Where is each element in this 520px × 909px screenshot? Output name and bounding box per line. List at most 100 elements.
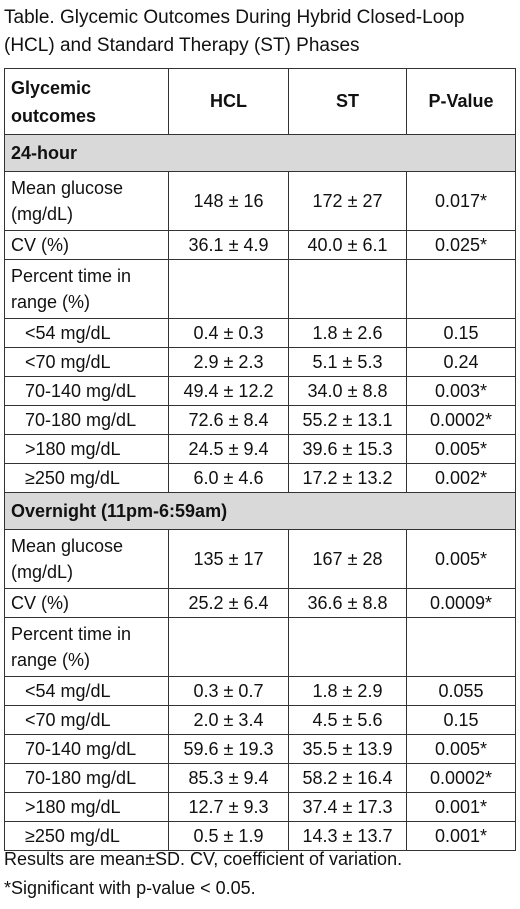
p-value <box>406 259 516 319</box>
p-value: 0.003* <box>406 376 516 406</box>
st-value: 1.8 ± 2.6 <box>288 318 407 348</box>
p-value: 0.005* <box>406 434 516 464</box>
table-row: 70-180 mg/dL 72.6 ± 8.4 55.2 ± 13.1 0.0002* <box>4 405 516 435</box>
p-value: 0.002* <box>406 463 516 493</box>
st-value: 5.1 ± 5.3 <box>288 347 407 377</box>
table-row: 70-140 mg/dL 59.6 ± 19.3 35.5 ± 13.9 0.005* <box>4 734 516 764</box>
section-header-row: Overnight (11pm-6:59am) <box>4 492 516 530</box>
table-row: <54 mg/dL 0.4 ± 0.3 1.8 ± 2.6 0.15 <box>4 318 516 348</box>
hcl-value: 25.2 ± 6.4 <box>168 588 289 618</box>
row-label: >180 mg/dL <box>4 434 169 464</box>
header-hcl: HCL <box>168 68 289 135</box>
p-value: 0.017* <box>406 171 516 231</box>
row-label: <54 mg/dL <box>4 318 169 348</box>
st-value: 4.5 ± 5.6 <box>288 705 407 735</box>
hcl-value: 24.5 ± 9.4 <box>168 434 289 464</box>
table-row: Percent time in range (%) <box>4 259 516 319</box>
table-row: <54 mg/dL 0.3 ± 0.7 1.8 ± 2.9 0.055 <box>4 676 516 706</box>
row-label: ≥250 mg/dL <box>4 821 169 851</box>
hcl-value: 72.6 ± 8.4 <box>168 405 289 435</box>
row-label: Percent time in range (%) <box>4 259 169 319</box>
hcl-value: 85.3 ± 9.4 <box>168 763 289 793</box>
p-value: 0.005* <box>406 734 516 764</box>
table-row: CV (%) 36.1 ± 4.9 40.0 ± 6.1 0.025* <box>4 230 516 260</box>
section-title: Overnight (11pm-6:59am) <box>4 492 516 530</box>
row-label: CV (%) <box>4 230 169 260</box>
hcl-value: 12.7 ± 9.3 <box>168 792 289 822</box>
table-row: Mean glucose (mg/dL) 148 ± 16 172 ± 27 0.01… <box>4 171 516 231</box>
p-value: 0.15 <box>406 705 516 735</box>
hcl-value: 0.4 ± 0.3 <box>168 318 289 348</box>
table-row: ≥250 mg/dL 6.0 ± 4.6 17.2 ± 13.2 0.002* <box>4 463 516 493</box>
row-label: >180 mg/dL <box>4 792 169 822</box>
table-row: <70 mg/dL 2.9 ± 2.3 5.1 ± 5.3 0.24 <box>4 347 516 377</box>
p-value: 0.24 <box>406 347 516 377</box>
p-value: 0.055 <box>406 676 516 706</box>
st-value: 1.8 ± 2.9 <box>288 676 407 706</box>
row-label: Percent time in range (%) <box>4 617 169 677</box>
table-body: 24-hour Mean glucose (mg/dL) 148 ± 16 172 ±… <box>4 134 516 851</box>
table-row: 70-140 mg/dL 49.4 ± 12.2 34.0 ± 8.8 0.003* <box>4 376 516 406</box>
glycemic-outcomes-table: Glycemic outcomes HCL ST P-Value 24-hour… <box>4 68 516 851</box>
row-label: 70-180 mg/dL <box>4 763 169 793</box>
st-value: 40.0 ± 6.1 <box>288 230 407 260</box>
hcl-value: 6.0 ± 4.6 <box>168 463 289 493</box>
row-label: 70-140 mg/dL <box>4 376 169 406</box>
row-label: 70-140 mg/dL <box>4 734 169 764</box>
row-label: <70 mg/dL <box>4 347 169 377</box>
section-title: 24-hour <box>4 134 516 172</box>
table-title: Table. Glycemic Outcomes During Hybrid C… <box>4 7 465 56</box>
p-value: 0.0002* <box>406 763 516 793</box>
p-value <box>406 617 516 677</box>
hcl-value: 49.4 ± 12.2 <box>168 376 289 406</box>
st-value: 167 ± 28 <box>288 529 407 589</box>
st-value: 172 ± 27 <box>288 171 407 231</box>
st-value: 34.0 ± 8.8 <box>288 376 407 406</box>
table-row: >180 mg/dL 12.7 ± 9.3 37.4 ± 17.3 0.001* <box>4 792 516 822</box>
row-label: 70-180 mg/dL <box>4 405 169 435</box>
table-row: CV (%) 25.2 ± 6.4 36.6 ± 8.8 0.0009* <box>4 588 516 618</box>
p-value: 0.025* <box>406 230 516 260</box>
footnotes: Results are mean±SD. CV, coefficient of … <box>4 845 402 903</box>
hcl-value: 0.3 ± 0.7 <box>168 676 289 706</box>
table-row: <70 mg/dL 2.0 ± 3.4 4.5 ± 5.6 0.15 <box>4 705 516 735</box>
st-value: 58.2 ± 16.4 <box>288 763 407 793</box>
table-row: >180 mg/dL 24.5 ± 9.4 39.6 ± 15.3 0.005* <box>4 434 516 464</box>
row-label: Mean glucose (mg/dL) <box>4 171 169 231</box>
st-value: 39.6 ± 15.3 <box>288 434 407 464</box>
hcl-value <box>168 259 289 319</box>
row-label: Mean glucose (mg/dL) <box>4 529 169 589</box>
header-row: Glycemic outcomes HCL ST P-Value <box>4 68 516 135</box>
st-value <box>288 617 407 677</box>
st-value: 36.6 ± 8.8 <box>288 588 407 618</box>
table-row: ≥250 mg/dL 0.5 ± 1.9 14.3 ± 13.7 0.001* <box>4 821 516 851</box>
section-header-row: 24-hour <box>4 134 516 172</box>
hcl-value: 2.0 ± 3.4 <box>168 705 289 735</box>
footnote-significance: *Significant with p-value < 0.05. <box>4 878 256 898</box>
hcl-value: 148 ± 16 <box>168 171 289 231</box>
st-value: 37.4 ± 17.3 <box>288 792 407 822</box>
hcl-value: 0.5 ± 1.9 <box>168 821 289 851</box>
hcl-value: 59.6 ± 19.3 <box>168 734 289 764</box>
table-row: Percent time in range (%) <box>4 617 516 677</box>
header-st: ST <box>288 68 407 135</box>
row-label: ≥250 mg/dL <box>4 463 169 493</box>
p-value: 0.15 <box>406 318 516 348</box>
header-p-value: P-Value <box>406 68 516 135</box>
st-value: 35.5 ± 13.9 <box>288 734 407 764</box>
footnote-results: Results are mean±SD. CV, coefficient of … <box>4 849 403 869</box>
row-label: CV (%) <box>4 588 169 618</box>
hcl-value: 36.1 ± 4.9 <box>168 230 289 260</box>
table-row: Mean glucose (mg/dL) 135 ± 17 167 ± 28 0.00… <box>4 529 516 589</box>
p-value: 0.001* <box>406 792 516 822</box>
st-value: 17.2 ± 13.2 <box>288 463 407 493</box>
row-label: <54 mg/dL <box>4 676 169 706</box>
header-glycemic-outcomes: Glycemic outcomes <box>4 68 169 135</box>
p-value: 0.005* <box>406 529 516 589</box>
p-value: 0.0002* <box>406 405 516 435</box>
st-value: 55.2 ± 13.1 <box>288 405 407 435</box>
st-value <box>288 259 407 319</box>
row-label: <70 mg/dL <box>4 705 169 735</box>
hcl-value <box>168 617 289 677</box>
